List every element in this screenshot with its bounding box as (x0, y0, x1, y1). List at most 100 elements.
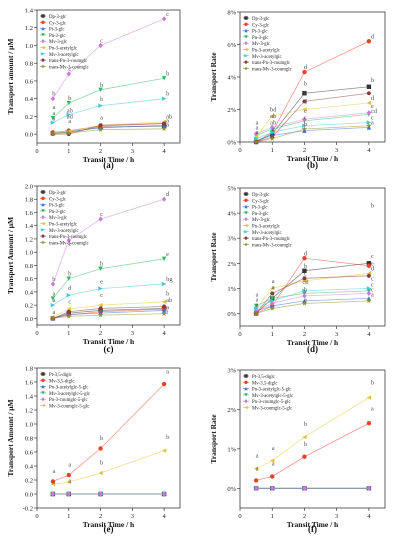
significance-letter: a (52, 115, 55, 122)
legend-marker (41, 209, 45, 213)
significance-letter: c (100, 37, 103, 44)
data-point (253, 310, 259, 316)
significance-letter: a (371, 292, 374, 299)
significance-letter: b (371, 380, 374, 387)
data-point (66, 479, 71, 485)
legend-item: Mv-3,5-diglc (40, 378, 74, 384)
significance-letter: a (68, 118, 71, 125)
data-point (98, 123, 103, 128)
x-tick-label: 1 (67, 513, 70, 520)
data-point (66, 313, 72, 319)
data-point (302, 276, 307, 281)
significance-letter: d (304, 250, 308, 257)
data-point (366, 273, 372, 278)
legend-marker (41, 234, 45, 238)
x-tick-label: 4 (162, 330, 166, 337)
legend-label: Pt-3,5-diglc (252, 375, 275, 380)
data-point (302, 99, 307, 104)
legend-label: Dp-3-glc (252, 17, 269, 22)
series-line (52, 283, 165, 306)
x-tick-label: 3 (335, 513, 338, 520)
y-tick-label: 0.4 (25, 96, 34, 103)
y-tick-label: 1.0 (25, 43, 33, 50)
data-point (302, 256, 307, 261)
significance-letter: c (68, 66, 71, 73)
legend-label: Mv-3-glc (49, 216, 67, 221)
data-point (269, 305, 275, 311)
series-line (256, 125, 369, 143)
data-point (66, 100, 71, 106)
data-point (161, 256, 167, 262)
legend-label: Mv-3,5-diglc (49, 379, 74, 384)
data-point (270, 291, 275, 296)
data-point (366, 286, 372, 291)
legend-marker (41, 378, 45, 382)
significance-letter: c (371, 282, 374, 289)
significance-letter: c (304, 270, 307, 277)
legend-marker (244, 374, 248, 378)
legend-label: Pn-3-glc (49, 34, 66, 39)
data-point (66, 293, 71, 298)
significance-letter: c (166, 11, 169, 18)
data-point (98, 491, 103, 497)
x-tick-label: 2 (99, 330, 102, 337)
significance-letter: d (166, 191, 170, 198)
legend-label: Pt-3,5-diglc (49, 373, 72, 378)
chart-panel-1: 0.0 0.2 0.4 0.6 0.8 1.0 1.2 1.4 0 1 2 3 4 Transit Tim… (6, 8, 181, 170)
y-tick-label: 0.2 (25, 114, 33, 121)
series-line (255, 122, 369, 140)
data-point (66, 130, 72, 136)
significance-letter: c (100, 211, 103, 218)
y-tick-label: 0.8 (25, 263, 33, 270)
legend-item: Pt-3,5-diglc (243, 374, 275, 380)
data-point (50, 115, 56, 121)
significance-letter: e (304, 90, 307, 97)
legend-marker (244, 41, 248, 46)
significance-letter: b (304, 121, 307, 128)
legend-marker (41, 384, 45, 389)
data-point (302, 69, 307, 75)
legend-label: Pn-3-acetylglc (49, 47, 77, 52)
significance-letter: b (68, 271, 71, 278)
legend-label: Pt-3-glc (252, 30, 267, 35)
significance-letter: a (52, 297, 55, 304)
legend-label: Cy-3-glc (252, 23, 269, 28)
data-point (161, 121, 167, 126)
y-tick-label: 0.0 (25, 492, 33, 499)
legend-label: Mv-3-acetylglc (252, 231, 282, 236)
data-point (161, 16, 167, 22)
y-axis-label: Transport Rate (209, 414, 218, 464)
y-tick-label: 4% (227, 75, 236, 82)
series-Mv-3-acetylglc (253, 120, 372, 141)
legend-marker (244, 223, 248, 228)
legend-marker (41, 403, 45, 408)
significance-letter: b (304, 421, 307, 428)
significance-letter: a (256, 124, 259, 131)
y-tick-label: -0.2 (23, 506, 33, 513)
legend-item: Dp-3-glc (243, 192, 269, 198)
legend-item: Dp-3-glc (40, 190, 66, 196)
legend-marker (244, 28, 248, 33)
significance-letter: a (272, 278, 275, 285)
series-trans-Mv-3-coumglc (50, 311, 167, 321)
data-point (161, 311, 167, 316)
series-line (52, 308, 165, 319)
data-point (270, 485, 275, 491)
series-line (255, 287, 369, 309)
significance-letter: ab (270, 113, 276, 120)
data-point (366, 110, 372, 116)
legend-marker (41, 14, 45, 18)
data-point (50, 281, 56, 287)
legend-label: Mv-3-glc (252, 218, 270, 223)
y-tick-label: 0.6 (25, 78, 34, 85)
series-Pn-3-coumglc-5-glc (253, 485, 372, 491)
series-line (255, 397, 370, 469)
significance-letter: a (256, 465, 259, 472)
y-tick-label: 1.0 (25, 422, 33, 429)
series-line (255, 126, 369, 141)
legend-marker (243, 242, 249, 247)
chart-panel-5: -0.2 0.0 0.2 0.4 0.6 0.8 1.0 1.2 1.4 1.6 1.8 0 1 2 3 4 T… (6, 366, 181, 534)
legend-label: Pn-3-glc (252, 36, 269, 41)
y-tick-label: 5% (227, 186, 236, 193)
significance-letter: c (304, 108, 307, 115)
